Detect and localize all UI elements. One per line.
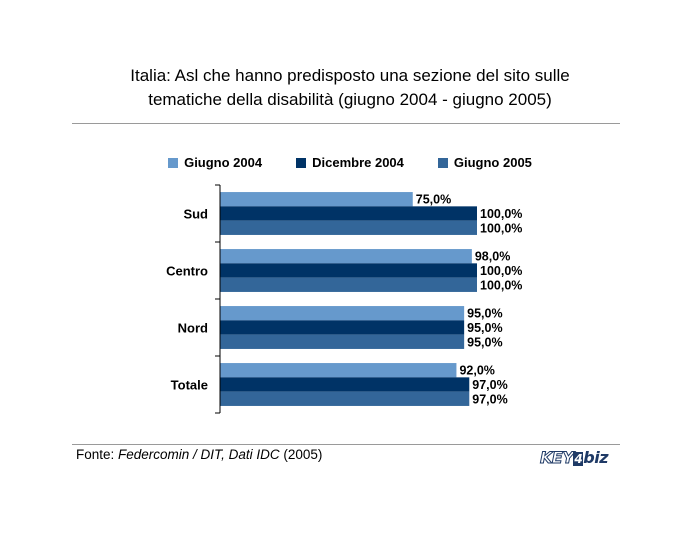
bottom-divider [72, 444, 620, 445]
bar-centro-giugno-2005 [220, 277, 477, 292]
legend-item-dicembre-2004: Dicembre 2004 [296, 155, 404, 170]
data-label-totale-giugno-2005: 97,0% [472, 392, 507, 406]
bar-group-nord: 95,0%95,0%95,0%Nord [178, 306, 503, 349]
bar-group-totale: 92,0%97,0%97,0%Totale [171, 363, 508, 406]
legend-label-dicembre-2004: Dicembre 2004 [312, 155, 404, 170]
source-suffix: (2005) [279, 447, 323, 462]
bar-totale-dicembre-2004 [220, 377, 470, 392]
key4biz-logo: KEY4biz [539, 448, 616, 468]
category-label-centro: Centro [166, 264, 208, 279]
chart-title: Italia: Asl che hanno predisposto una se… [0, 64, 700, 112]
data-label-totale-giugno-2004: 92,0% [459, 364, 494, 378]
data-label-centro-giugno-2004: 98,0% [475, 250, 510, 264]
legend-swatch-giugno-2004 [168, 157, 179, 168]
chart-title-line-2: tematiche della disabilità (giugno 2004 … [148, 90, 552, 109]
chart-legend: Giugno 2004 Dicembre 2004 Giugno 2005 [0, 155, 700, 170]
legend-item-giugno-2004: Giugno 2004 [168, 155, 262, 170]
data-label-centro-dicembre-2004: 100,0% [480, 264, 522, 278]
data-label-sud-giugno-2005: 100,0% [480, 221, 522, 235]
bar-sud-giugno-2005 [220, 220, 477, 235]
bar-centro-giugno-2004 [220, 249, 472, 264]
legend-item-giugno-2005: Giugno 2005 [437, 155, 532, 170]
logo-biz: biz [583, 448, 609, 467]
bar-group-sud: 75,0% 100,0%100,0% Sud [183, 192, 522, 235]
legend-swatch-giugno-2005 [437, 157, 448, 168]
data-label-centro-giugno-2005: 100,0% [480, 278, 522, 292]
data-label-nord-giugno-2004: 95,0% [467, 307, 502, 321]
top-divider [72, 123, 620, 124]
bar-sud-dicembre-2004 [220, 206, 477, 221]
legend-label-giugno-2004: Giugno 2004 [184, 155, 263, 170]
source-prefix: Fonte: [76, 447, 119, 462]
bar-nord-dicembre-2004 [220, 320, 465, 335]
bar-centro-dicembre-2004 [220, 263, 477, 278]
source-note: Fonte: Federcomin / DIT, Dati IDC (2005) [76, 447, 322, 462]
bar-sud-giugno-2004 [220, 192, 413, 207]
category-label-nord: Nord [178, 321, 208, 336]
chart-title-line-1: Italia: Asl che hanno predisposto una se… [130, 66, 570, 85]
bar-totale-giugno-2004 [220, 363, 457, 378]
legend-label-giugno-2005: Giugno 2005 [453, 155, 532, 170]
logo-four: 4 [573, 452, 584, 466]
category-label-sud: Sud [183, 207, 208, 222]
source-italic: Federcomin / DIT, Dati IDC [118, 447, 280, 462]
bar-nord-giugno-2005 [220, 334, 465, 349]
bar-group-centro: 98,0%100,0%100,0%Centro [166, 249, 522, 292]
bar-totale-giugno-2005 [220, 391, 470, 406]
data-label-sud-dicembre-2004: 100,0% [480, 207, 522, 221]
data-label-nord-dicembre-2004: 95,0% [467, 321, 502, 335]
data-label-nord-giugno-2005: 95,0% [467, 335, 502, 349]
legend-swatch-dicembre-2004 [296, 157, 307, 168]
logo-key: KEY [539, 448, 574, 468]
bar-nord-giugno-2004 [220, 306, 465, 321]
category-label-totale: Totale [171, 378, 208, 393]
data-label-totale-dicembre-2004: 97,0% [472, 378, 507, 392]
data-label-sud-giugno-2004: 75,0% [416, 193, 451, 207]
